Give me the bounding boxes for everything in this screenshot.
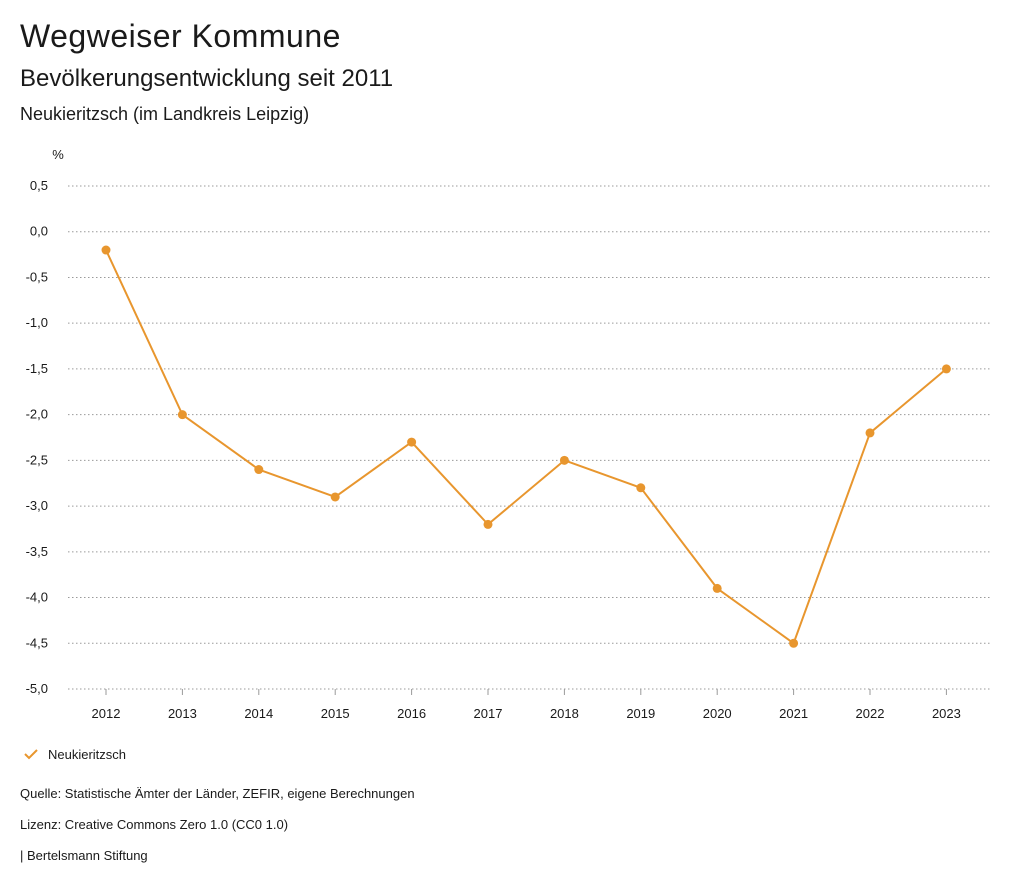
checkmark-icon: [24, 749, 38, 760]
data-point: [712, 583, 722, 593]
region-label: Neukieritzsch (im Landkreis Leipzig): [20, 104, 310, 124]
y-tick-label: -1,5: [26, 361, 48, 376]
x-tick-label: 2021: [779, 706, 808, 721]
y-axis-unit-label: %: [52, 147, 64, 162]
data-point: [636, 483, 646, 493]
y-tick-label: 0,0: [30, 224, 48, 239]
legend[interactable]: Neukieritzsch: [22, 745, 126, 763]
line-chart: % 0,5 0,0 -0,5 -1,0 -1,5 -2,0 -2,5 -3,0 -3,5 -4,0 -…: [26, 147, 990, 721]
data-point: [254, 465, 264, 475]
y-tick-label: -5,0: [26, 681, 48, 696]
data-point: [789, 638, 799, 648]
series-line: [105, 249, 948, 645]
source-note: Quelle: Statistische Ämter der Länder, Z…: [20, 786, 415, 801]
x-tick-label: 2019: [626, 706, 655, 721]
y-tick-label: -1,0: [26, 315, 48, 330]
y-tick-label: -2,0: [26, 407, 48, 422]
x-tick-label: 2020: [703, 706, 732, 721]
y-tick-label: -0,5: [26, 269, 48, 284]
data-point: [177, 410, 187, 420]
x-tick-label: 2014: [244, 706, 273, 721]
x-tick-label: 2015: [321, 706, 350, 721]
y-tick-label: -4,5: [26, 635, 48, 650]
x-tick-label: 2013: [168, 706, 197, 721]
y-tick-label: -4,0: [26, 590, 48, 605]
data-point: [330, 492, 340, 502]
data-point: [407, 437, 417, 447]
x-tick-label: 2016: [397, 706, 426, 721]
data-point: [941, 364, 951, 374]
data-point: [483, 519, 493, 529]
x-tick-label: 2017: [474, 706, 503, 721]
x-tick-label: 2018: [550, 706, 579, 721]
y-tick-label: 0,5: [30, 178, 48, 193]
page-title: Wegweiser Kommune: [20, 18, 341, 54]
data-point: [865, 428, 875, 438]
legend-label: Neukieritzsch: [48, 746, 127, 762]
y-tick-label: -3,5: [26, 544, 48, 559]
data-point: [101, 245, 111, 255]
chart-subtitle: Bevölkerungsentwicklung seit 2011: [20, 65, 394, 92]
y-tick-label: -2,5: [26, 452, 48, 467]
x-tick-label: 2012: [92, 706, 121, 721]
y-tick-label: -3,0: [26, 498, 48, 513]
x-tick-label: 2022: [856, 706, 885, 721]
publisher-note: | Bertelsmann Stiftung: [20, 848, 148, 863]
license-note: Lizenz: Creative Commons Zero 1.0 (CC0 1…: [20, 817, 289, 832]
x-tick-label: 2023: [932, 706, 961, 721]
data-point: [559, 455, 569, 465]
